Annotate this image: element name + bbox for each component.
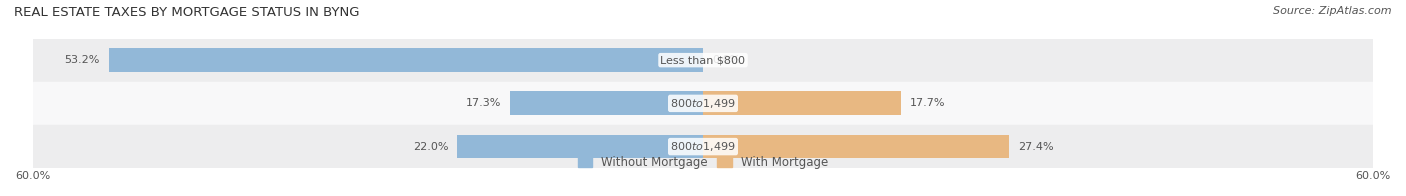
Text: $800 to $1,499: $800 to $1,499 bbox=[671, 140, 735, 153]
Text: 17.7%: 17.7% bbox=[910, 98, 945, 108]
Text: 22.0%: 22.0% bbox=[413, 142, 449, 152]
Text: Source: ZipAtlas.com: Source: ZipAtlas.com bbox=[1274, 6, 1392, 16]
Bar bbox=[32, 39, 1374, 82]
Bar bbox=[32, 82, 1374, 125]
Text: Less than $800: Less than $800 bbox=[661, 55, 745, 65]
Bar bbox=[457, 135, 703, 159]
Text: 27.4%: 27.4% bbox=[1018, 142, 1053, 152]
Text: REAL ESTATE TAXES BY MORTGAGE STATUS IN BYNG: REAL ESTATE TAXES BY MORTGAGE STATUS IN … bbox=[14, 6, 360, 19]
Bar bbox=[703, 135, 1010, 159]
Legend: Without Mortgage, With Mortgage: Without Mortgage, With Mortgage bbox=[578, 156, 828, 169]
Bar bbox=[703, 92, 901, 115]
Text: 53.2%: 53.2% bbox=[65, 55, 100, 65]
Text: 17.3%: 17.3% bbox=[465, 98, 501, 108]
Bar bbox=[108, 48, 703, 72]
Text: 0.0%: 0.0% bbox=[711, 55, 740, 65]
Text: $800 to $1,499: $800 to $1,499 bbox=[671, 97, 735, 110]
Bar bbox=[32, 125, 1374, 168]
Bar bbox=[510, 92, 703, 115]
